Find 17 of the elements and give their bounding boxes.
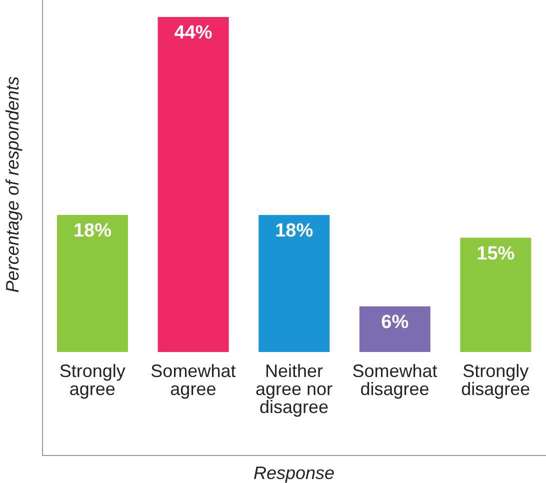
bar: [460, 238, 532, 352]
bar: [158, 17, 229, 352]
data-label: 44%: [174, 22, 212, 44]
data-label: 6%: [381, 312, 409, 333]
bar: [258, 214, 330, 352]
data-label: 18%: [73, 220, 112, 242]
x-tick-label: Somewhat agree: [150, 360, 236, 399]
x-axis-title: Response: [253, 463, 335, 483]
y-axis-title: Percentage of respondents: [2, 76, 22, 293]
x-tick-label: Strongly agree: [59, 360, 126, 399]
bar: [359, 306, 430, 352]
data-label: 15%: [476, 243, 515, 264]
x-tick-label: Strongly disagree: [461, 360, 530, 399]
x-tick-label: Somewhat disagree: [352, 360, 438, 399]
bar: [57, 214, 128, 352]
x-tick-label: Neither agree nor disagree: [255, 360, 333, 417]
data-label: 18%: [275, 220, 314, 242]
